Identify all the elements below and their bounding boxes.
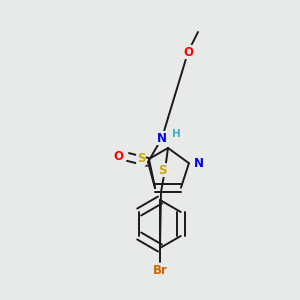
Text: Br: Br [153, 263, 167, 277]
Text: N: N [194, 157, 204, 170]
Text: O: O [113, 151, 123, 164]
Text: H: H [172, 129, 180, 139]
Text: S: S [137, 152, 145, 166]
Text: S: S [158, 164, 166, 176]
Text: O: O [183, 46, 193, 59]
Text: N: N [157, 131, 167, 145]
